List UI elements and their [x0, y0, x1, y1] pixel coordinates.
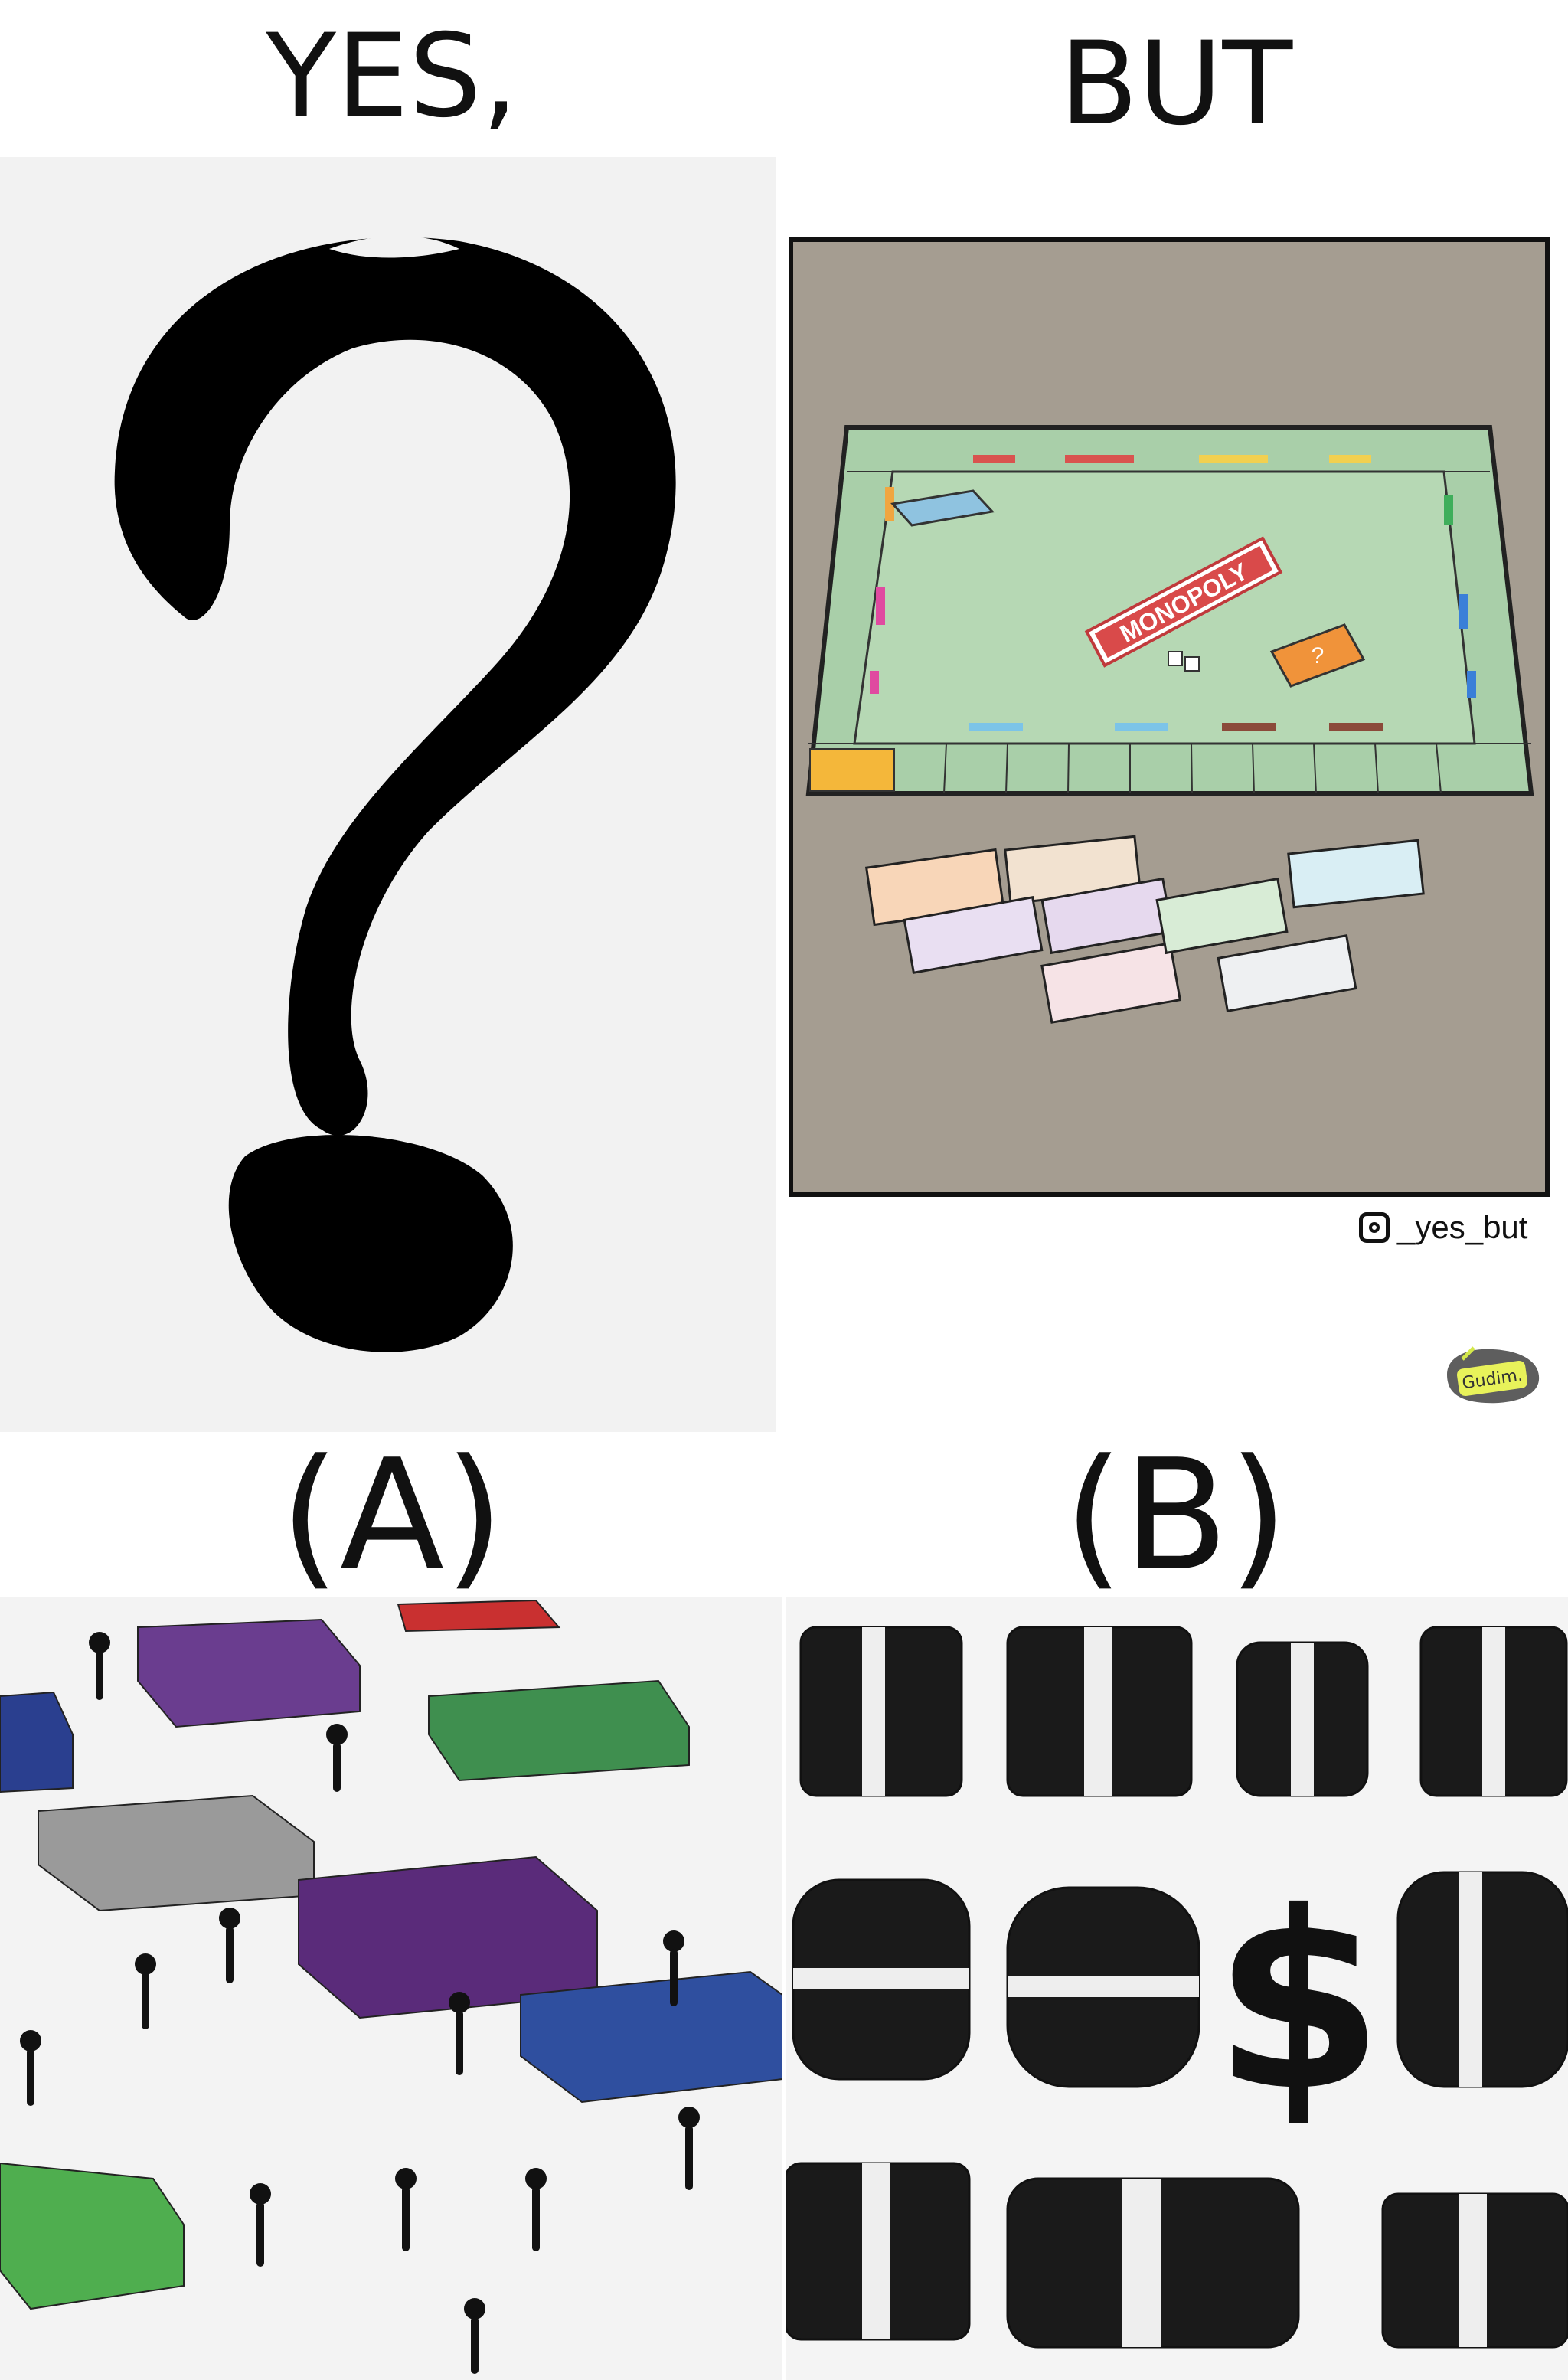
caption-but: BUT [1059, 18, 1293, 151]
monopoly-board-illustration: MONOPOLY ? [805, 425, 1534, 1024]
gudim-signature-logo: Gudim. [1447, 1346, 1540, 1404]
option-a-money-people-image [0, 1597, 782, 2380]
caption-yes: YES, [266, 10, 518, 143]
question-mark-panel [0, 157, 776, 1432]
caption-option-a: (A) [279, 1427, 505, 1605]
question-mark-icon [114, 236, 676, 1352]
instagram-handle: _yes_but [1397, 1209, 1528, 1245]
monopoly-panel: MONOPOLY ? [789, 237, 1550, 1197]
svg-text:$: $ [1214, 1860, 1384, 2145]
money-stacks-people-illustration [0, 1599, 782, 2374]
instagram-watermark: _yes_but [1359, 1208, 1527, 1247]
money-stacks-illustration: $ [786, 1626, 1568, 2349]
caption-option-b: (B) [1063, 1427, 1289, 1605]
instagram-icon [1359, 1212, 1390, 1243]
chance-card-mark: ? [1312, 643, 1325, 669]
option-b-money-stacks-image: $ [786, 1597, 1568, 2380]
